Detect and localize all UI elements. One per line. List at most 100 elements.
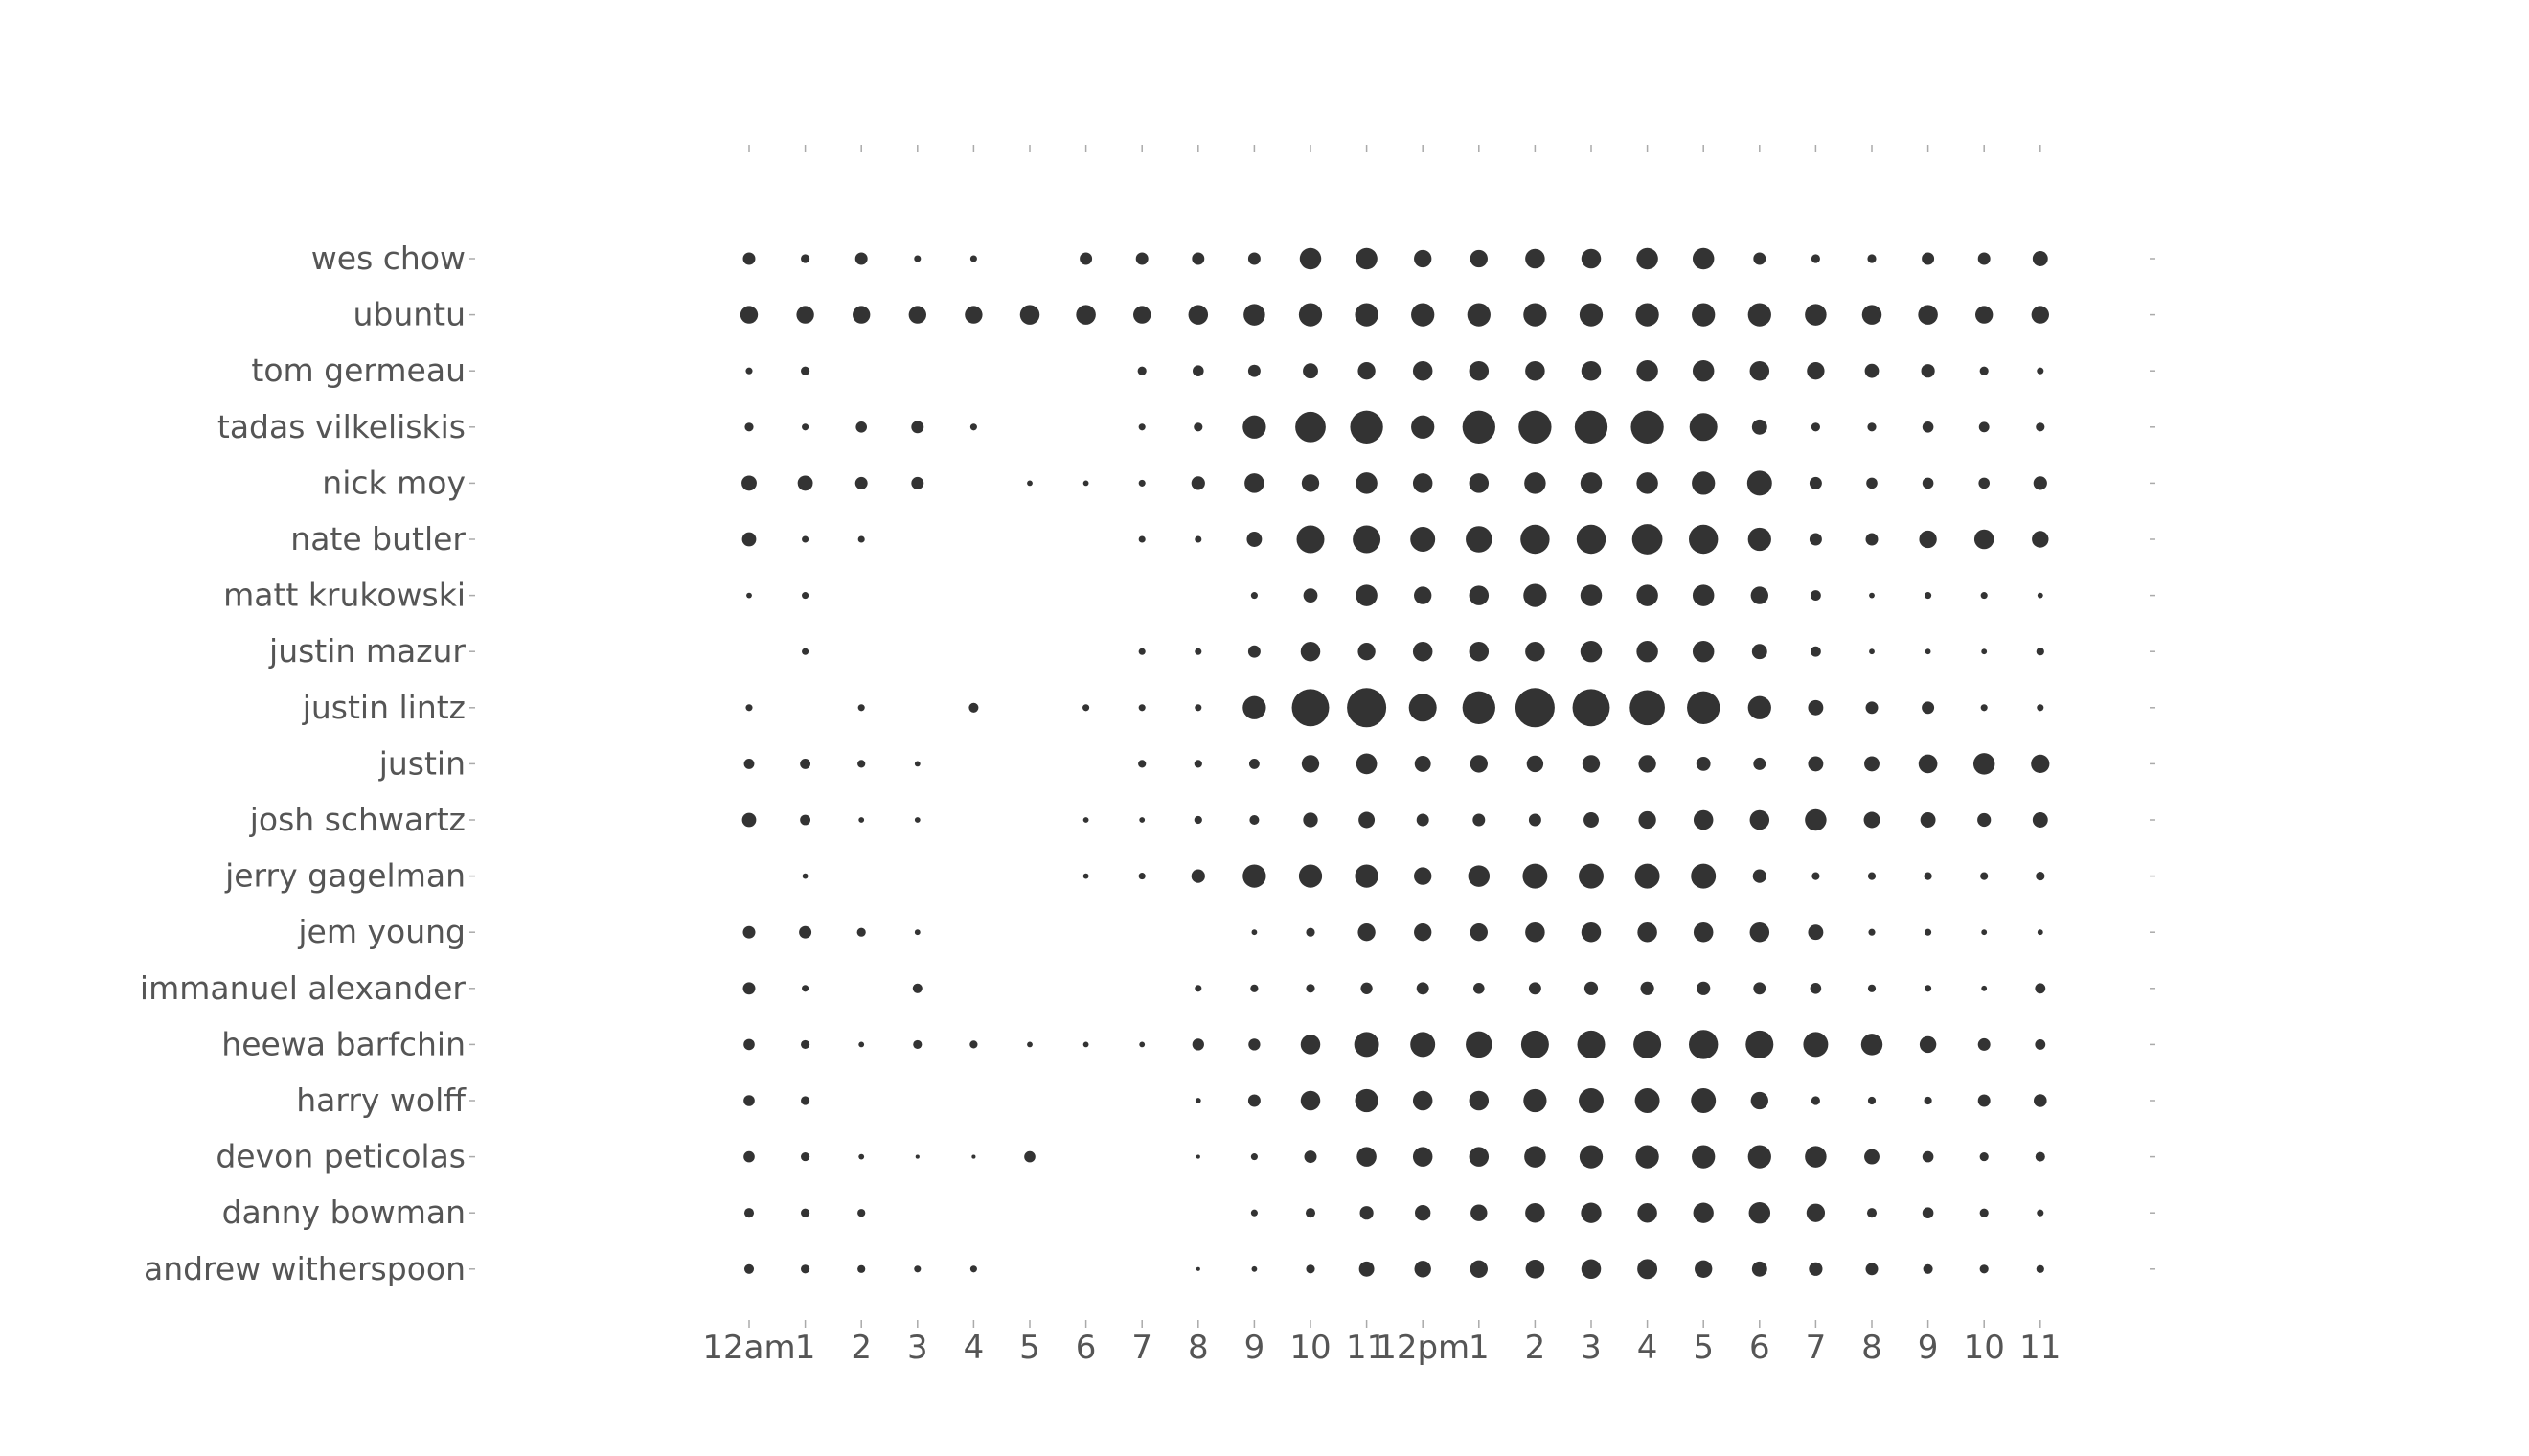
- punch-marker: [1808, 924, 1824, 941]
- punch-marker: [2037, 367, 2044, 375]
- punch-marker: [1925, 928, 1932, 936]
- x-tick-label: 2: [1525, 1329, 1546, 1367]
- punch-marker: [1515, 688, 1555, 728]
- punch-marker: [1922, 252, 1935, 265]
- punch-marker: [1810, 646, 1821, 657]
- punch-marker: [1924, 1096, 1932, 1105]
- punch-marker: [1472, 813, 1486, 827]
- punch-marker: [1082, 480, 1089, 487]
- punch-marker: [1138, 423, 1146, 431]
- punch-marker: [1466, 526, 1492, 553]
- punch-marker: [1925, 592, 1932, 600]
- punch-marker: [1638, 810, 1656, 830]
- punch-marker: [914, 255, 922, 262]
- punch-marker: [1194, 422, 1203, 432]
- punch-marker: [1864, 363, 1880, 378]
- punch-marker: [1414, 755, 1431, 772]
- punch-marker: [1975, 306, 1994, 324]
- punch-marker: [2035, 1151, 2045, 1162]
- punch-marker: [1922, 701, 1935, 715]
- punch-marker: [1753, 982, 1766, 995]
- punch-marker: [969, 1265, 977, 1273]
- punch-marker: [1196, 1154, 1200, 1159]
- punch-marker: [1807, 362, 1825, 380]
- punch-marker: [915, 1154, 920, 1159]
- punch-marker: [1195, 648, 1202, 655]
- punch-marker: [1579, 303, 1604, 327]
- punch-marker: [1809, 533, 1822, 546]
- row-label: justin lintz: [302, 689, 466, 726]
- punch-marker: [1582, 755, 1601, 773]
- punch-marker: [971, 1154, 976, 1159]
- punch-marker: [1809, 1262, 1823, 1276]
- x-tick-label: 1: [795, 1329, 816, 1367]
- punch-marker: [1863, 811, 1880, 829]
- x-tick-label: 5: [1693, 1329, 1714, 1367]
- punch-marker: [1692, 584, 1715, 606]
- x-tick-label: 4: [964, 1329, 985, 1367]
- punch-marker: [1752, 869, 1766, 883]
- punch-marker: [1576, 524, 1606, 555]
- x-tick-label: 9: [1918, 1329, 1939, 1367]
- punch-marker: [1924, 872, 1932, 880]
- row-label: justin: [378, 744, 466, 782]
- x-tick-label: 5: [1019, 1329, 1040, 1367]
- punch-marker: [1414, 867, 1432, 885]
- punch-marker: [1251, 929, 1258, 936]
- punch-marker: [743, 758, 755, 769]
- punch-marker: [913, 1039, 923, 1049]
- punch-marker: [1462, 410, 1495, 444]
- punch-marker: [1692, 359, 1715, 382]
- punchcard-markers: [740, 247, 2050, 1280]
- punch-marker: [2036, 1264, 2044, 1273]
- punch-marker: [1749, 921, 1770, 943]
- punch-marker: [1692, 303, 1716, 327]
- x-tick-label: 9: [1244, 1329, 1265, 1367]
- punch-marker: [2035, 983, 2046, 994]
- punch-marker: [1470, 755, 1488, 773]
- punch-marker: [1580, 640, 1603, 663]
- punch-marker: [1919, 1035, 1937, 1054]
- punch-marker: [1027, 480, 1033, 487]
- punch-marker: [1692, 471, 1716, 495]
- punch-marker: [802, 985, 809, 992]
- punch-marker: [1867, 1096, 1877, 1105]
- row-label: jem young: [297, 913, 466, 950]
- punch-marker: [742, 252, 756, 265]
- punch-marker: [1979, 1152, 1989, 1162]
- punch-marker: [1919, 530, 1937, 549]
- punch-marker: [858, 1153, 865, 1160]
- punch-marker: [1024, 1150, 1036, 1163]
- punch-marker: [802, 592, 809, 600]
- punch-marker: [1867, 872, 1877, 880]
- punch-marker: [1697, 981, 1711, 995]
- punch-marker: [1082, 873, 1089, 879]
- punch-marker: [2035, 1038, 2046, 1050]
- punch-marker: [1076, 305, 1096, 325]
- punch-marker: [1634, 863, 1660, 889]
- punch-marker: [1469, 641, 1490, 662]
- punch-marker: [1411, 415, 1435, 439]
- punch-marker: [1811, 872, 1820, 880]
- punch-marker: [1920, 812, 1936, 828]
- punch-marker: [1356, 472, 1378, 494]
- row-label: nick moy: [322, 464, 466, 501]
- row-label: wes chow: [311, 239, 466, 277]
- punch-marker: [1869, 592, 1875, 599]
- punch-marker: [1748, 1201, 1771, 1224]
- row-label: danny bowman: [222, 1194, 466, 1231]
- x-tick-label: 6: [1749, 1329, 1770, 1367]
- punch-marker: [1195, 704, 1202, 712]
- punch-marker: [1972, 753, 1995, 775]
- punch-marker: [1749, 360, 1770, 381]
- punch-marker: [2037, 929, 2043, 936]
- punch-marker: [854, 476, 868, 489]
- punch-marker: [1358, 1261, 1375, 1277]
- punch-marker: [1747, 527, 1771, 552]
- punch-marker: [1137, 366, 1147, 375]
- punch-marker: [1979, 1208, 1989, 1217]
- punch-marker: [744, 422, 754, 432]
- punch-marker: [914, 761, 921, 767]
- punch-marker: [1247, 645, 1261, 658]
